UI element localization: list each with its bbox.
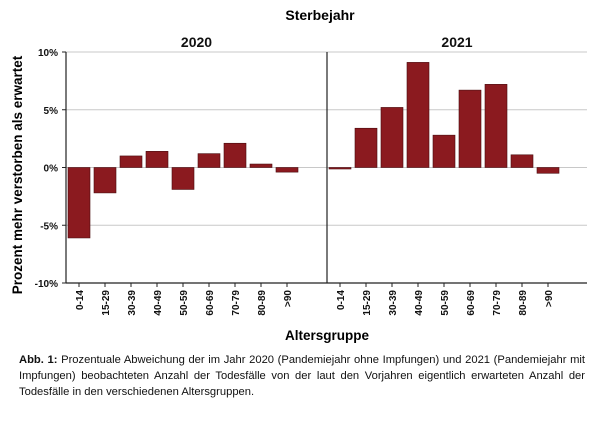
x-tick-label: 0-14	[75, 290, 86, 310]
bar-2020-0-14	[67, 167, 91, 239]
bar-2021-15-29	[354, 127, 378, 168]
facet-title: Sterbejahr	[285, 7, 355, 23]
x-tick-label: 30-39	[127, 290, 138, 316]
x-tick-label: 30-39	[388, 290, 399, 316]
panel-title-2021: 2021	[441, 34, 472, 50]
x-tick-label: 40-49	[414, 290, 425, 316]
panel-title-2020: 2020	[181, 34, 212, 50]
x-tick-label: 80-89	[518, 290, 529, 316]
bar-2021-80-89	[510, 154, 534, 168]
bar-2020-30-39	[119, 155, 143, 168]
x-tick-label: 70-79	[492, 290, 503, 316]
bar-2020-60-69	[197, 153, 221, 168]
bar-chart: Sterbejahr Prozent mehr verstorben als e…	[10, 7, 587, 343]
x-tick-label: 40-49	[153, 290, 164, 316]
bar-2020-70-79	[223, 142, 247, 168]
bar-2021-0-14	[328, 167, 352, 170]
x-tick-label: 70-79	[231, 290, 242, 316]
figure-caption: Abb. 1: Prozentuale Abweichung der im Ja…	[19, 352, 585, 400]
x-tick-label: 60-69	[205, 290, 216, 316]
bar-2020-40-49	[145, 151, 169, 168]
x-tick-label: 50-59	[440, 290, 451, 316]
y-tick-label: -5%	[40, 221, 58, 232]
x-axis-title: Altersgruppe	[285, 328, 370, 343]
y-tick-label: 0%	[44, 164, 59, 175]
x-tick-label: 15-29	[101, 290, 112, 316]
bar-2020-15-29	[93, 167, 117, 194]
x-tick-label: 0-14	[336, 290, 347, 310]
bar-2021-40-49	[406, 62, 430, 168]
caption-label: Abb. 1:	[19, 354, 58, 366]
bar-2020->90	[275, 167, 299, 173]
x-tick-label: 15-29	[362, 290, 373, 316]
x-tick-label: >90	[283, 290, 294, 307]
y-tick-label: -10%	[35, 279, 58, 290]
bar-2021-50-59	[432, 134, 456, 168]
y-tick-label: 10%	[38, 48, 58, 59]
bar-2021-30-39	[380, 107, 404, 168]
x-tick-label: 80-89	[257, 290, 268, 316]
bar-2020-80-89	[249, 163, 273, 168]
bar-2020-50-59	[171, 167, 195, 190]
y-tick-label: 5%	[44, 106, 59, 117]
bar-2021-60-69	[458, 89, 482, 168]
x-tick-label: 50-59	[179, 290, 190, 316]
bar-2021->90	[536, 167, 560, 174]
x-tick-label: 60-69	[466, 290, 477, 316]
bar-2021-70-79	[484, 84, 508, 168]
caption-text: Prozentuale Abweichung der im Jahr 2020 …	[19, 354, 585, 398]
y-axis-title: Prozent mehr verstorben als erwartet	[10, 55, 25, 294]
x-tick-label: >90	[544, 290, 555, 307]
